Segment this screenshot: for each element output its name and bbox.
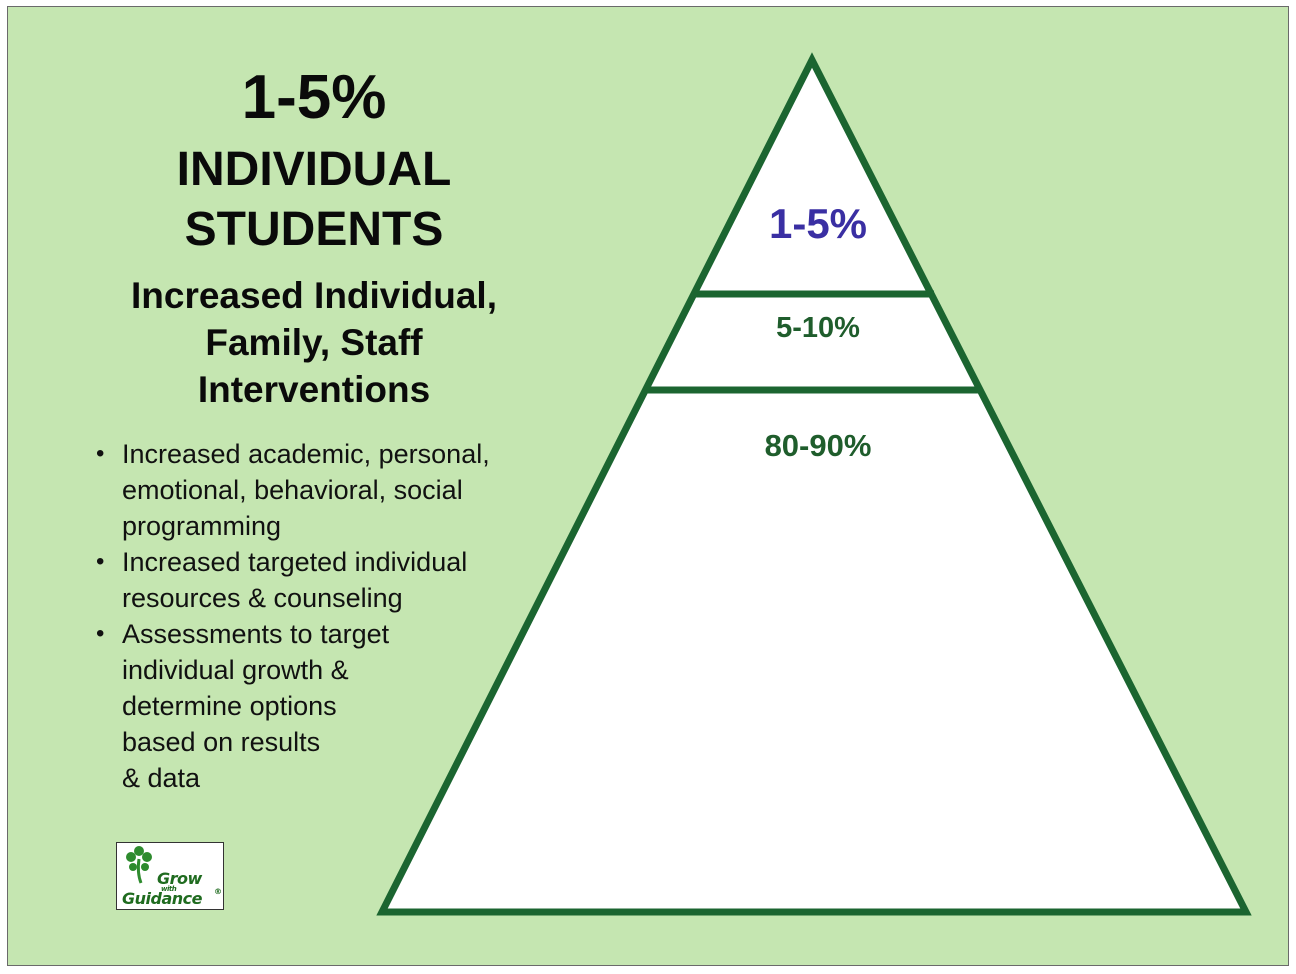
list-item-line: Assessments to target (122, 619, 390, 649)
clover-icon (126, 846, 152, 884)
subheading-line-2: Family, Staff (205, 322, 423, 363)
grow-with-guidance-logo: Grow with Guidance ® (116, 842, 224, 910)
heading-line-1: INDIVIDUAL (176, 143, 452, 196)
list-item-line: resources & counseling (122, 583, 403, 613)
list-item: Increased targeted individual resources … (96, 544, 556, 616)
list-item-line: & data (122, 763, 201, 793)
pyramid-outline (376, 52, 1252, 916)
list-item: Assessments to target individual growth … (96, 616, 556, 796)
list-item-line: Increased academic, personal, (122, 439, 490, 469)
tier-label-base: 80-90% (764, 428, 872, 463)
list-item-line: emotional, behavioral, social (122, 475, 463, 505)
logo-word-guidance: Guidance (122, 889, 202, 908)
subheading-line-1: Increased Individual, (130, 275, 497, 316)
list-item-line: based on results (122, 727, 321, 757)
list-item-line: programming (122, 511, 282, 541)
list-item-line: Increased targeted individual (122, 547, 468, 577)
logo-word-with: with (161, 885, 177, 893)
tier-label-top: 1-5% (768, 200, 868, 247)
intervention-list: Increased academic, personal, emotional,… (96, 436, 556, 796)
list-item-line: individual growth & (122, 655, 349, 685)
tier-label-middle: 5-10% (776, 312, 860, 344)
list-item: Increased academic, personal, emotional,… (96, 436, 556, 544)
logo-word-grow: Grow (157, 869, 202, 888)
subheading-line-3: Interventions (197, 369, 431, 410)
heading-line-2: STUDENTS (184, 203, 444, 256)
registered-mark: ® (214, 887, 222, 896)
tier-percent-title: 1-5% (241, 63, 387, 132)
list-item-line: determine options (122, 691, 337, 721)
